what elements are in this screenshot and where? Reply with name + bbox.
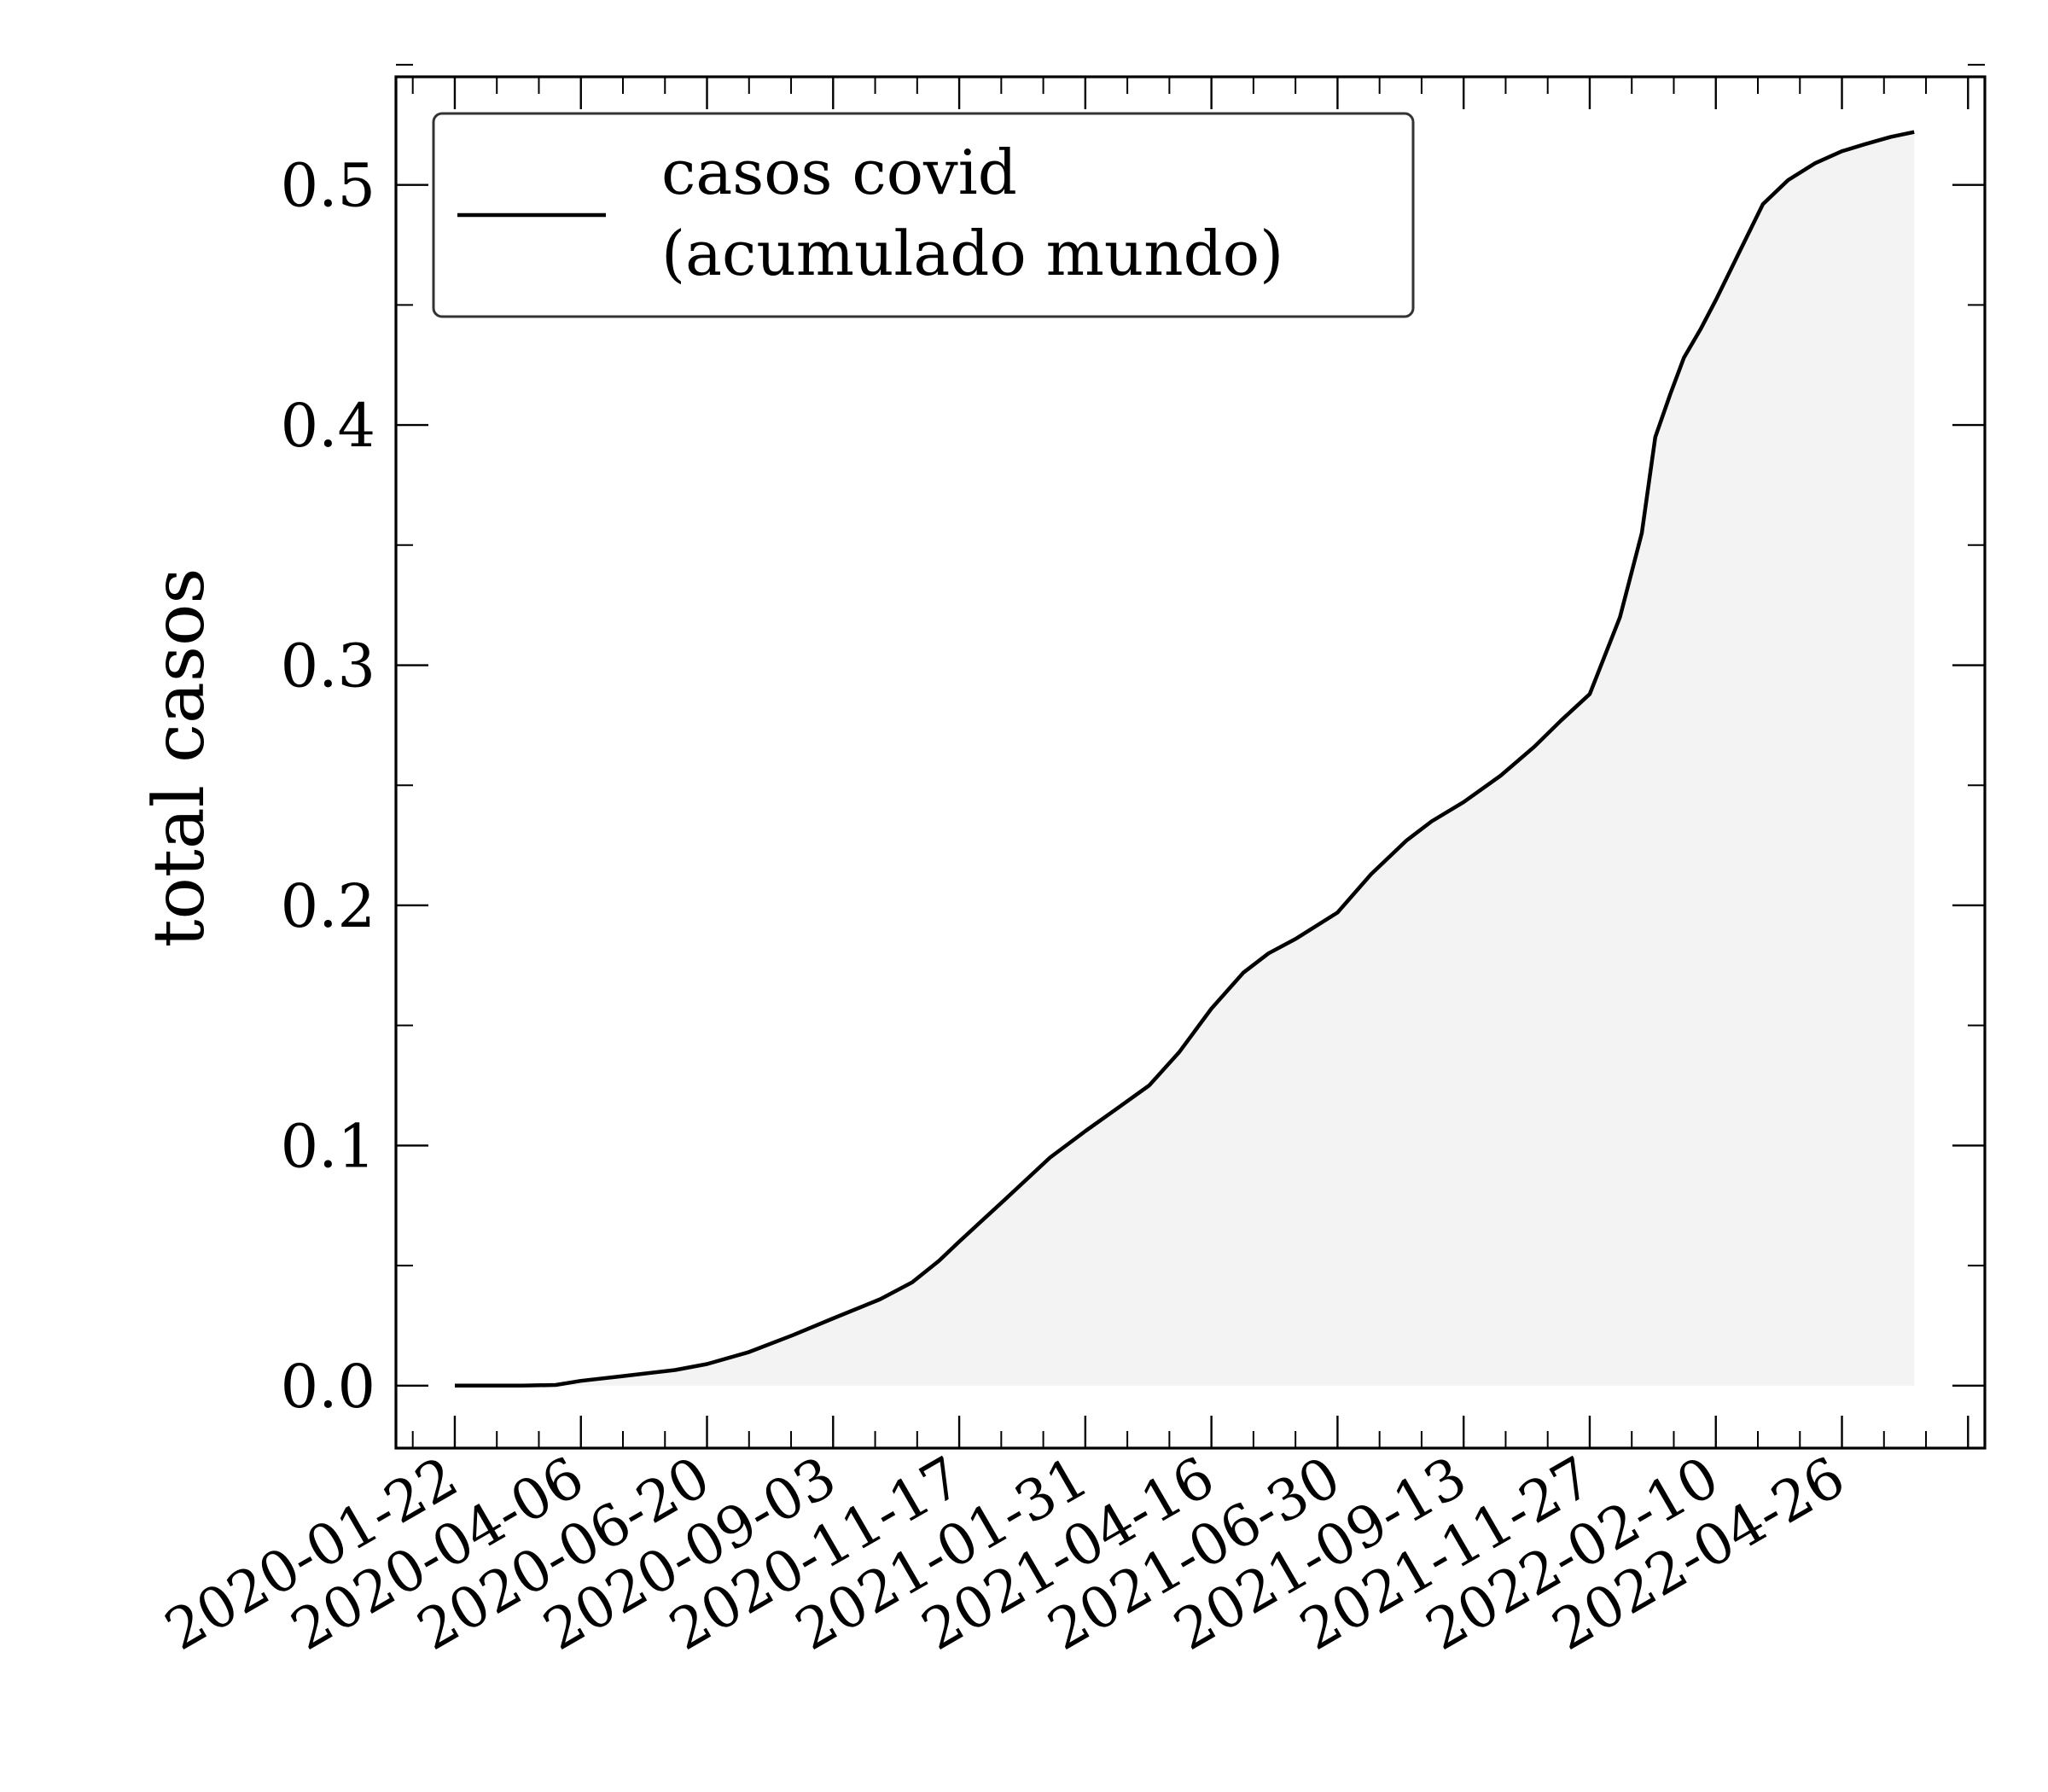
legend-box xyxy=(432,112,1415,318)
axes-frame xyxy=(394,75,1987,1450)
plot-area xyxy=(455,130,1915,1388)
series-line xyxy=(455,130,1915,1388)
y-tick-label: 0.0 xyxy=(281,1352,375,1422)
area-fill xyxy=(455,131,1915,1386)
y-tick-label: 0.2 xyxy=(281,871,375,941)
legend-label: (acumulado mundo) xyxy=(661,218,1283,289)
y-tick-label: 0.4 xyxy=(281,391,375,461)
y-axis-label: total casos xyxy=(139,568,220,948)
plot-frame xyxy=(394,75,1987,1450)
legend: casos covid (acumulado mundo) xyxy=(432,112,1415,318)
y-axis: 0.0 0.1 0.2 0.3 0.4 0.5 xyxy=(281,63,1985,1422)
y-tick-label: 0.5 xyxy=(281,151,375,221)
y-tick-label: 0.3 xyxy=(281,631,375,701)
legend-label: casos covid xyxy=(661,137,1017,208)
y-tick-label: 0.1 xyxy=(281,1111,375,1181)
